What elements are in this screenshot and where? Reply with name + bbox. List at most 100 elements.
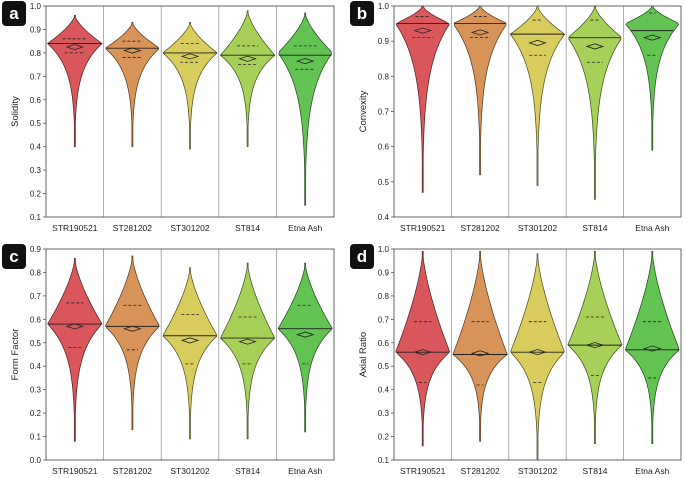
category-label: ST301202 xyxy=(170,223,209,233)
panel-letter-badge xyxy=(2,244,26,269)
violin-body xyxy=(105,255,160,430)
y-tick-label: 0.6 xyxy=(378,339,390,348)
category-label: ST281202 xyxy=(460,466,499,476)
violin-body xyxy=(220,262,275,440)
violin-body xyxy=(46,15,103,148)
violin-body xyxy=(278,12,332,206)
violin-body xyxy=(219,10,276,148)
y-tick-label: 0.1 xyxy=(30,433,42,442)
category-label: ST814 xyxy=(582,466,607,476)
category-label: ST281202 xyxy=(113,223,152,233)
violin-body xyxy=(162,22,218,150)
category-label: Etna Ash xyxy=(288,223,322,233)
category-label: STR190521 xyxy=(400,466,446,476)
y-tick-label: 0.2 xyxy=(378,433,390,442)
mean-diamond xyxy=(528,39,547,46)
y-tick-label: 0.3 xyxy=(30,386,42,395)
panel-letter-badge xyxy=(350,244,374,269)
mean-diamond xyxy=(238,55,257,62)
y-tick-label: 0.9 xyxy=(30,25,42,34)
mean-diamond xyxy=(470,350,490,357)
mean-diamond xyxy=(643,34,662,41)
category-label: STR190521 xyxy=(52,466,98,476)
y-tick-label: 0.5 xyxy=(378,178,390,187)
y-tick-label: 0.3 xyxy=(30,166,42,175)
violin-body xyxy=(510,253,565,461)
category-label: ST281202 xyxy=(460,223,499,233)
category-label: ST301202 xyxy=(518,466,557,476)
violin-st814 xyxy=(567,250,623,444)
violin-etna-ash xyxy=(277,262,333,433)
y-tick-label: 0.1 xyxy=(378,456,390,465)
y-tick-label: 0.8 xyxy=(30,268,42,277)
y-tick-label: 0.9 xyxy=(30,245,42,254)
category-label: ST814 xyxy=(582,223,607,233)
category-label: ST281202 xyxy=(113,466,152,476)
mean-diamond xyxy=(238,338,257,345)
mean-diamond xyxy=(123,325,142,332)
panel-d: 0.1 0.2 0.3 0.4 0.5 0.6 0.7 0.8 0.9 1.0 STR190521 S… xyxy=(350,244,682,476)
y-tick-label: 1.0 xyxy=(378,245,390,254)
category-label: STR190521 xyxy=(400,223,446,233)
category-label: Etna Ash xyxy=(288,466,322,476)
panel-letter: c xyxy=(9,247,18,266)
y-tick-label: 1.0 xyxy=(30,2,42,11)
mean-diamond xyxy=(295,331,315,338)
mean-diamond xyxy=(585,342,605,349)
category-label: ST814 xyxy=(235,223,260,233)
y-axis-title: Convexity xyxy=(358,90,369,132)
y-axis-title: Form Factor xyxy=(10,329,21,381)
category-label: ST301202 xyxy=(518,223,557,233)
y-tick-label: 0.5 xyxy=(30,339,42,348)
plot-frame xyxy=(45,248,335,461)
mean-diamond xyxy=(470,29,490,36)
mean-diamond xyxy=(180,53,200,60)
violin-st281202 xyxy=(452,250,508,442)
violin-body xyxy=(395,250,451,447)
y-tick-label: 0.4 xyxy=(378,213,390,222)
y-tick-label: 0.6 xyxy=(30,315,42,324)
y-tick-label: 0.6 xyxy=(30,96,42,105)
y-tick-label: 1.0 xyxy=(378,2,390,11)
y-tick-label: 0.5 xyxy=(30,119,42,128)
violin-body xyxy=(162,267,218,440)
mean-diamond xyxy=(413,349,432,356)
panel-a: 0.1 0.2 0.3 0.4 0.5 0.6 0.7 0.8 0.9 1.0 STR190521 S… xyxy=(2,1,335,233)
plot-frame xyxy=(45,5,335,218)
y-tick-label: 0.7 xyxy=(378,315,390,324)
y-tick-label: 0.2 xyxy=(30,409,42,418)
category-label: ST301202 xyxy=(170,466,209,476)
mean-diamond xyxy=(180,337,200,344)
y-tick-label: 0.8 xyxy=(378,72,390,81)
mean-diamond xyxy=(65,44,85,51)
y-tick-label: 0.4 xyxy=(30,143,42,152)
y-tick-label: 0.1 xyxy=(30,213,42,222)
y-tick-label: 0.8 xyxy=(30,49,42,58)
violin-st301202 xyxy=(162,267,218,440)
panel-letter-badge xyxy=(350,1,374,26)
mean-diamond xyxy=(413,27,432,34)
mean-diamond xyxy=(295,58,315,65)
panel-c: 0.0 0.1 0.2 0.3 0.4 0.5 0.6 0.7 0.8 0.9 STR190521 S… xyxy=(2,244,335,476)
panel-letter-badge xyxy=(2,1,26,26)
category-label: Etna Ash xyxy=(635,466,669,476)
y-tick-label: 0.0 xyxy=(30,456,42,465)
mean-diamond xyxy=(123,47,142,54)
y-axis-title: Axial Ratio xyxy=(358,332,369,377)
violin-st281202 xyxy=(105,255,160,430)
y-tick-label: 0.3 xyxy=(378,409,390,418)
y-tick-label: 0.2 xyxy=(30,190,42,199)
panel-letter: b xyxy=(357,4,367,23)
violin-body xyxy=(277,262,333,433)
y-tick-label: 0.7 xyxy=(30,292,42,301)
y-tick-label: 0.5 xyxy=(378,362,390,371)
y-tick-label: 0.8 xyxy=(378,292,390,301)
violin-str190521 xyxy=(395,250,451,447)
violin-etna-ash xyxy=(278,12,332,206)
category-label: Etna Ash xyxy=(635,223,669,233)
y-tick-label: 0.4 xyxy=(30,362,42,371)
mean-diamond xyxy=(528,349,547,356)
violin-st814 xyxy=(219,10,276,148)
violin-st814 xyxy=(220,262,275,440)
